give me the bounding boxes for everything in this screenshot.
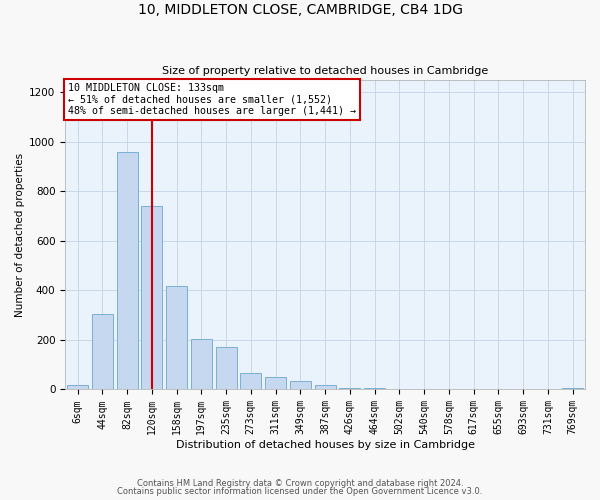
Bar <box>67 384 88 390</box>
Text: Contains HM Land Registry data © Crown copyright and database right 2024.: Contains HM Land Registry data © Crown c… <box>137 478 463 488</box>
Bar <box>166 286 187 390</box>
Bar <box>92 314 113 390</box>
Bar <box>215 348 236 390</box>
Text: Contains public sector information licensed under the Open Government Licence v3: Contains public sector information licen… <box>118 487 482 496</box>
Text: 10 MIDDLETON CLOSE: 133sqm
← 51% of detached houses are smaller (1,552)
48% of s: 10 MIDDLETON CLOSE: 133sqm ← 51% of deta… <box>68 83 356 116</box>
Bar <box>191 338 212 390</box>
Title: Size of property relative to detached houses in Cambridge: Size of property relative to detached ho… <box>162 66 488 76</box>
Bar <box>290 381 311 390</box>
Y-axis label: Number of detached properties: Number of detached properties <box>15 152 25 317</box>
Bar <box>562 388 583 390</box>
Text: 10, MIDDLETON CLOSE, CAMBRIDGE, CB4 1DG: 10, MIDDLETON CLOSE, CAMBRIDGE, CB4 1DG <box>137 2 463 16</box>
Bar <box>116 152 137 390</box>
Bar <box>340 388 361 390</box>
Bar <box>141 206 163 390</box>
Bar <box>240 374 262 390</box>
Bar <box>364 388 385 390</box>
Bar <box>265 377 286 390</box>
X-axis label: Distribution of detached houses by size in Cambridge: Distribution of detached houses by size … <box>176 440 475 450</box>
Bar <box>314 384 335 390</box>
